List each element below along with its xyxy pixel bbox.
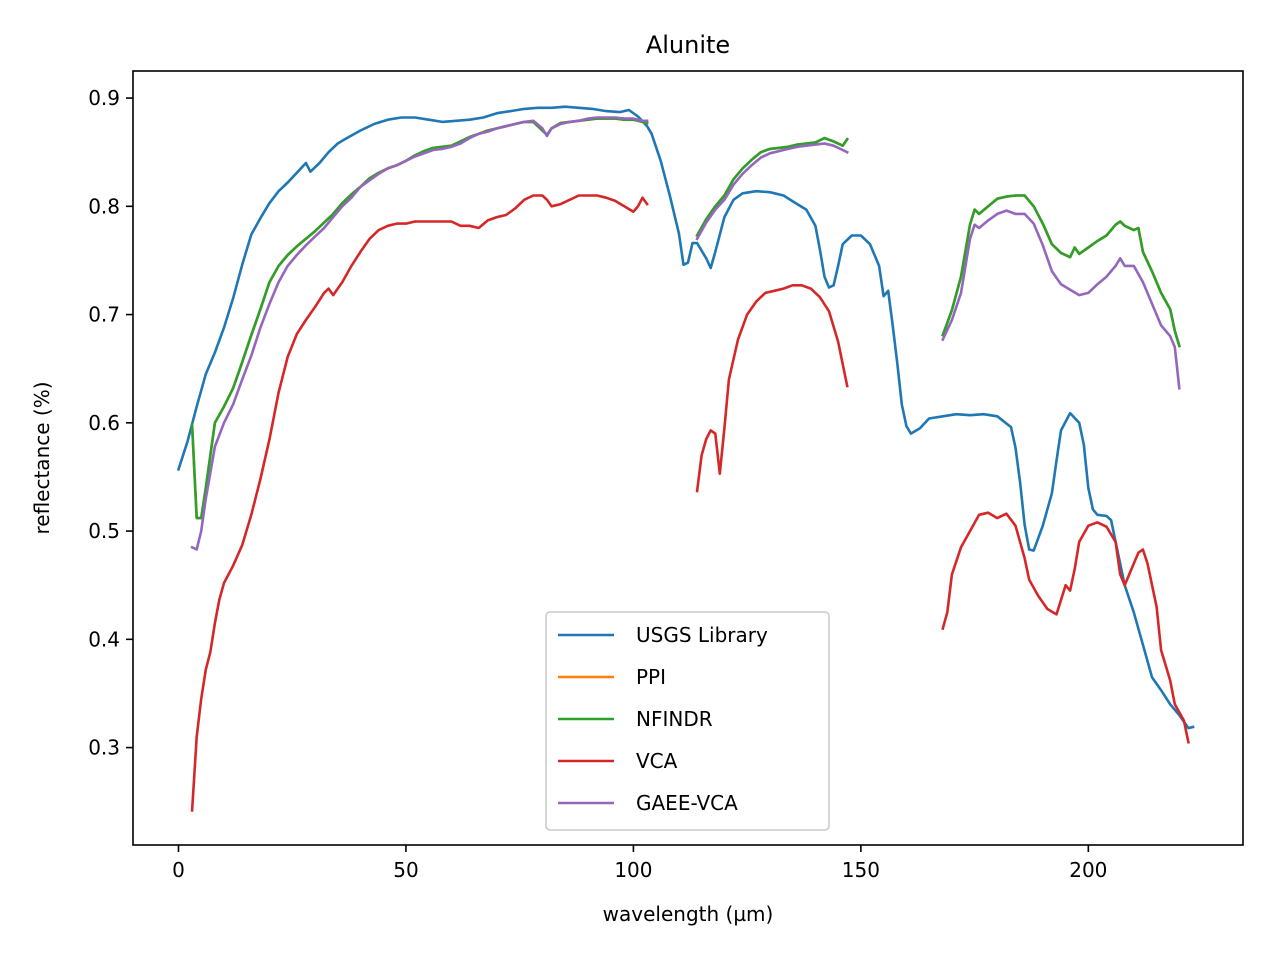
legend-label: NFINDR (636, 707, 713, 731)
series-line-vca-1 (190, 194, 649, 812)
legend-label: PPI (636, 665, 666, 689)
x-axis-label: wavelength (µm) (603, 902, 774, 926)
y-axis-label: reflectance (%) (30, 381, 54, 534)
legend-label: GAEE-VCA (636, 791, 738, 815)
series-line-usgs-library-1 (176, 105, 1195, 730)
axes: 0 50 100 150 200 0.3 0.4 0.5 0.6 0.7 0.8 0.9 (88, 70, 1244, 882)
series-line-gaee-vca-1 (190, 116, 649, 551)
x-tick-label: 100 (614, 858, 652, 882)
series-line-vca-2 (695, 284, 849, 493)
y-tick-label: 0.8 (88, 194, 120, 218)
legend-label: USGS Library (636, 623, 768, 647)
legend-item-nfindr: NFINDR (558, 707, 713, 731)
series-gaee-vca (190, 116, 1181, 551)
series-nfindr (190, 117, 1181, 520)
series-ppi (190, 117, 1181, 520)
plot-frame (132, 70, 1244, 846)
x-tick-label: 50 (393, 858, 418, 882)
x-tick-label: 200 (1069, 858, 1107, 882)
x-tick-label: 0 (172, 858, 185, 882)
legend-label: VCA (636, 749, 678, 773)
y-tick-label: 0.3 (88, 736, 120, 760)
series-line-ppi-1 (190, 117, 649, 520)
series-line-gaee-vca-3 (941, 209, 1181, 390)
y-tick-label: 0.9 (88, 86, 120, 110)
series-line-vca-3 (941, 511, 1190, 744)
y-tick-label: 0.4 (88, 627, 120, 651)
series-vca (190, 194, 1190, 812)
legend: USGS Library PPI NFINDR VCA GAEE-VCA (545, 611, 830, 831)
series-line-gaee-vca-2 (695, 142, 849, 241)
series-lines (176, 105, 1195, 812)
y-tick-label: 0.6 (88, 411, 120, 435)
series-line-nfindr-1 (190, 117, 649, 520)
series-line-nfindr-2 (695, 136, 850, 238)
series-line-ppi-3 (941, 194, 1181, 348)
series-line-nfindr-3 (941, 194, 1181, 348)
chart-title: Alunite (646, 31, 730, 59)
legend-item-ppi: PPI (558, 665, 666, 689)
legend-item-usgs-library: USGS Library (558, 623, 768, 647)
x-tick-label: 150 (842, 858, 880, 882)
legend-item-vca: VCA (558, 749, 678, 773)
legend-item-gaee-vca: GAEE-VCA (558, 791, 738, 815)
y-tick-label: 0.5 (88, 519, 120, 543)
y-tick-label: 0.7 (88, 303, 120, 327)
legend-box (545, 611, 830, 831)
plot-area (176, 105, 1195, 812)
series-usgs-library (176, 105, 1195, 730)
